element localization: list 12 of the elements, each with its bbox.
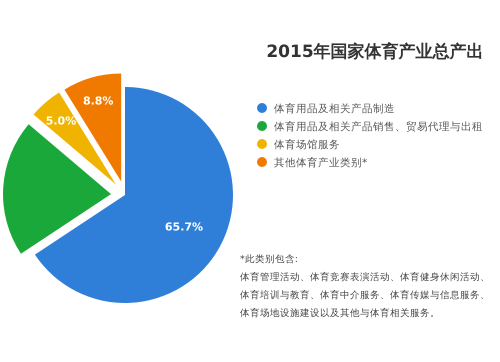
text: *此类别包含: bbox=[240, 253, 298, 265]
data-label: 8.8% bbox=[82, 94, 114, 108]
legend-label: 体育场馆服务 bbox=[274, 138, 340, 151]
text: 体育管理活动、体育竞赛表演活动、体育健身休闲活动、 bbox=[240, 271, 490, 283]
legend-label: 其他体育产业类别* bbox=[274, 156, 368, 169]
chart-title: 2015年国家体育产业总产出 bbox=[266, 41, 484, 62]
data-label: 5.0% bbox=[46, 114, 76, 128]
text: 体育培训与教育、体育中介服务、体育传媒与信息服务、 bbox=[240, 289, 490, 301]
text: 体育场地设施建设以及其他与体育相关服务。 bbox=[240, 307, 440, 319]
legend-label: 体育用品及相关产品制造 bbox=[274, 102, 395, 115]
data-label: 65.7% bbox=[164, 220, 204, 234]
legend-label: 体育用品及相关产品销售、贸易代理与出租 bbox=[274, 120, 483, 133]
